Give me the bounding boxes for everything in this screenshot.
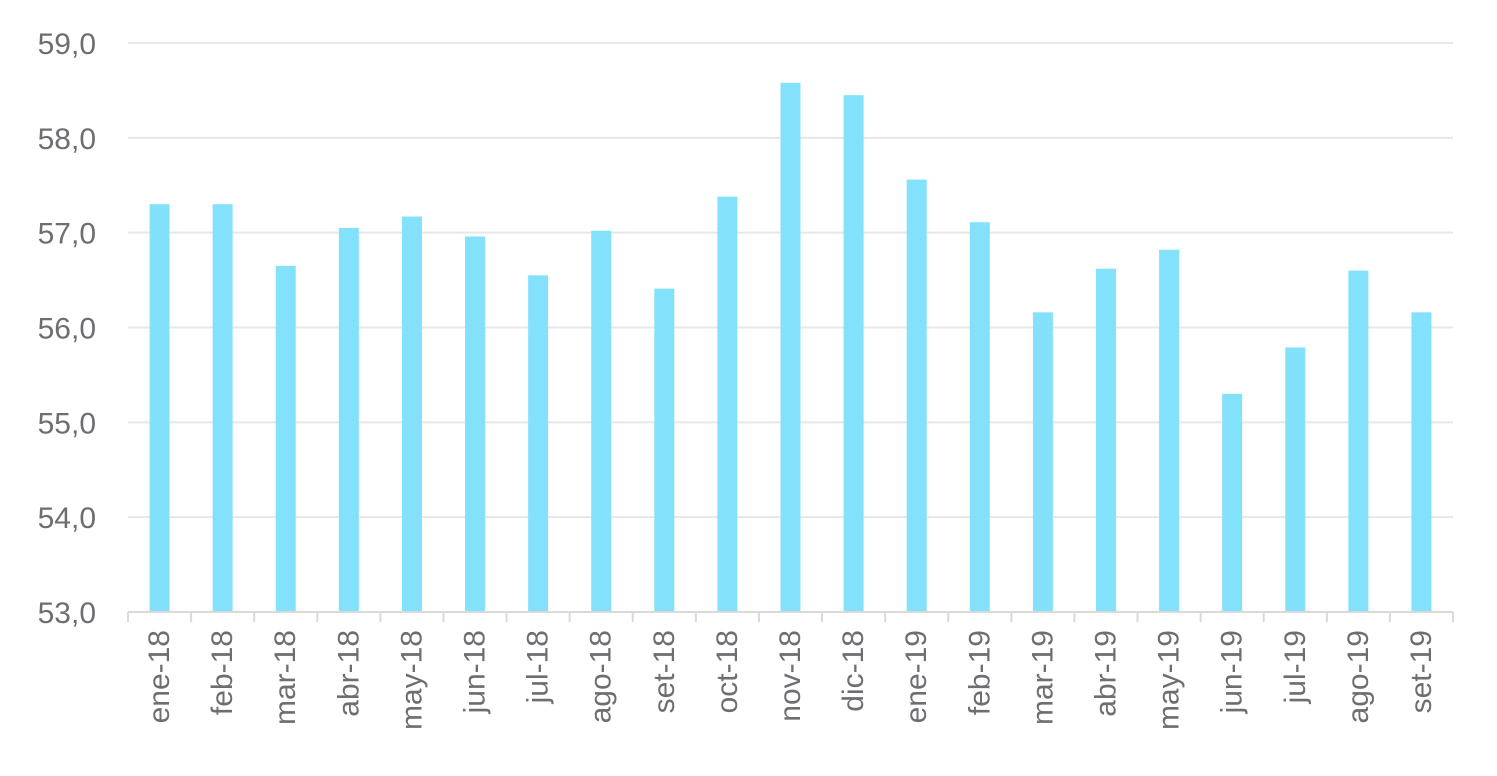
- bar: [465, 236, 486, 612]
- x-tick-label: oct-18: [711, 630, 744, 713]
- bar: [654, 288, 675, 612]
- x-tick-label: jul-19: [1279, 630, 1312, 704]
- bar: [1348, 270, 1369, 612]
- x-tick-label: may-18: [395, 630, 428, 730]
- bar: [1095, 268, 1116, 612]
- x-tick-label: mar-18: [269, 630, 302, 725]
- x-tick-label: ago-19: [1342, 630, 1375, 723]
- x-axis-tick-labels: ene-18 feb-18 mar-18 abr-18 may-18 jun-18 jul-…: [143, 630, 1438, 730]
- bars: [149, 82, 1432, 613]
- bar: [275, 265, 296, 612]
- bar: [906, 179, 927, 612]
- x-tick-label: abr-18: [332, 630, 365, 717]
- bar: [1159, 249, 1180, 613]
- y-tick-label: 55,0: [38, 407, 96, 440]
- x-axis: [127, 611, 1454, 622]
- x-tick-label: feb-18: [206, 630, 239, 715]
- bar: [843, 95, 864, 612]
- bar: [1411, 312, 1432, 612]
- x-tick-label: may-19: [1153, 630, 1186, 730]
- x-tick-label: set-18: [648, 630, 681, 713]
- y-tick-label: 53,0: [38, 597, 96, 630]
- bar: [780, 82, 801, 612]
- bar: [1032, 312, 1053, 612]
- x-tick-label: nov-18: [774, 630, 807, 722]
- bar: [969, 222, 990, 613]
- x-tick-label: dic-18: [837, 630, 870, 712]
- bar: [1222, 393, 1243, 612]
- x-tick-label: ene-18: [143, 630, 176, 723]
- x-tick-label: set-19: [1405, 630, 1438, 713]
- bar: [528, 275, 549, 612]
- y-tick-label: 54,0: [38, 502, 96, 535]
- y-tick-label: 59,0: [38, 28, 96, 61]
- x-tick-label: abr-19: [1089, 630, 1122, 717]
- y-axis-tick-labels: 53,0 54,0 55,0 56,0 57,0 58,0 59,0: [38, 28, 96, 630]
- x-tick-label: jun-19: [1216, 630, 1249, 714]
- y-tick-label: 56,0: [38, 313, 96, 346]
- bar: [149, 204, 170, 612]
- bar: [591, 230, 612, 612]
- x-tick-label: jun-18: [459, 630, 492, 714]
- x-tick-label: feb-19: [963, 630, 996, 715]
- bar: [1285, 347, 1306, 612]
- x-tick-label: ene-19: [900, 630, 933, 723]
- y-tick-label: 58,0: [38, 123, 96, 156]
- bar: [338, 227, 359, 612]
- x-tick-label: mar-19: [1026, 630, 1059, 725]
- x-tick-label: ago-18: [585, 630, 618, 723]
- bar: [212, 204, 233, 612]
- x-tick-label: jul-18: [522, 630, 555, 704]
- bar: [717, 196, 738, 612]
- bar: [401, 216, 422, 613]
- y-tick-label: 57,0: [38, 218, 96, 251]
